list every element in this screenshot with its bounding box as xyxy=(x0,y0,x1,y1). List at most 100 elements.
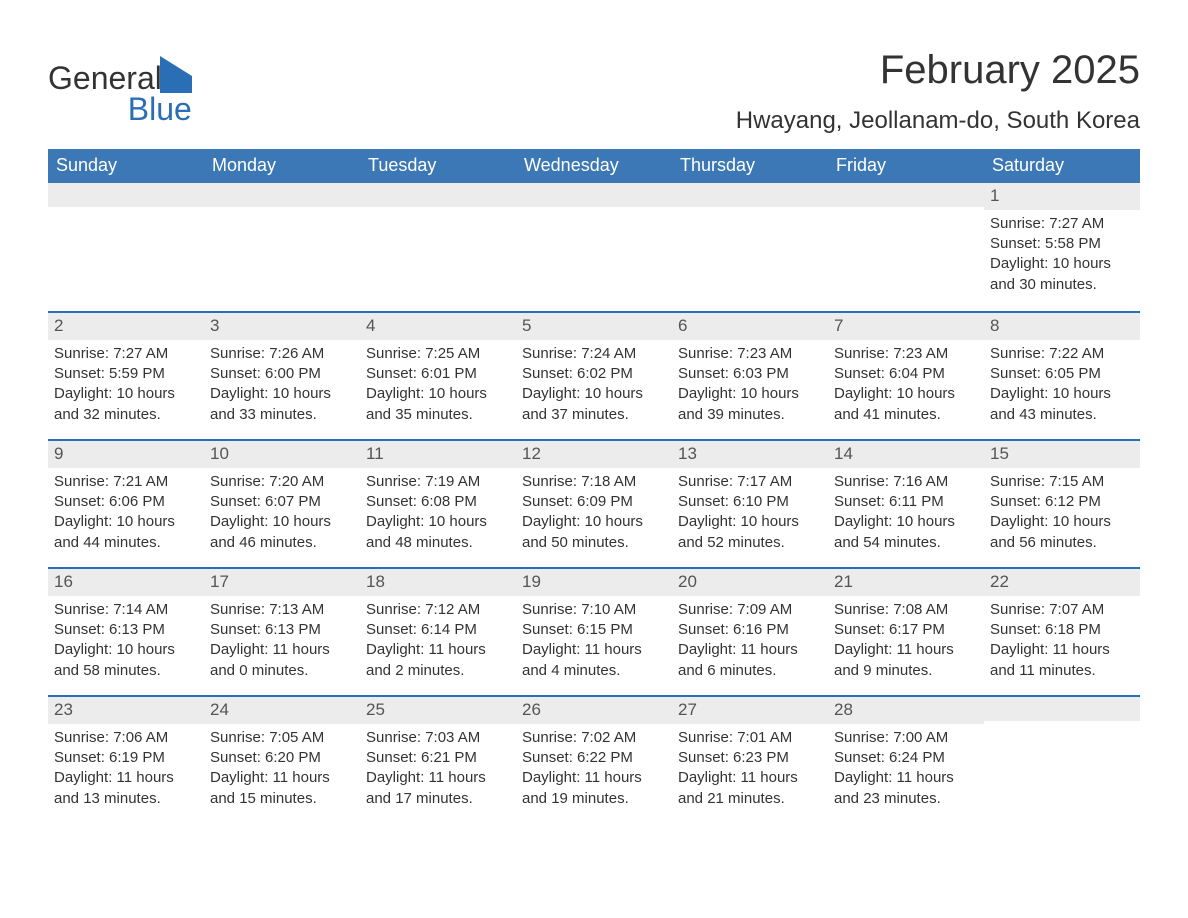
day-cell: 3Sunrise: 7:26 AMSunset: 6:00 PMDaylight… xyxy=(204,313,360,439)
day-body: Sunrise: 7:12 AMSunset: 6:14 PMDaylight:… xyxy=(360,596,516,693)
day-number: 20 xyxy=(672,569,828,596)
sunrise-line: Sunrise: 7:15 AM xyxy=(990,472,1134,492)
daylight-line: Daylight: 11 hours and 23 minutes. xyxy=(834,768,978,809)
day-cell xyxy=(48,183,204,311)
day-number xyxy=(360,183,516,207)
day-body: Sunrise: 7:02 AMSunset: 6:22 PMDaylight:… xyxy=(516,724,672,821)
daylight-line: Daylight: 11 hours and 15 minutes. xyxy=(210,768,354,809)
day-cell: 28Sunrise: 7:00 AMSunset: 6:24 PMDayligh… xyxy=(828,697,984,823)
daylight-line: Daylight: 11 hours and 19 minutes. xyxy=(522,768,666,809)
sunset-line: Sunset: 6:04 PM xyxy=(834,364,978,384)
daylight-line: Daylight: 10 hours and 46 minutes. xyxy=(210,512,354,553)
sunset-line: Sunset: 5:59 PM xyxy=(54,364,198,384)
sunset-line: Sunset: 6:12 PM xyxy=(990,492,1134,512)
day-cell xyxy=(360,183,516,311)
day-body: Sunrise: 7:20 AMSunset: 6:07 PMDaylight:… xyxy=(204,468,360,565)
sunrise-line: Sunrise: 7:03 AM xyxy=(366,728,510,748)
day-cell: 18Sunrise: 7:12 AMSunset: 6:14 PMDayligh… xyxy=(360,569,516,695)
sunset-line: Sunset: 6:00 PM xyxy=(210,364,354,384)
daylight-line: Daylight: 10 hours and 43 minutes. xyxy=(990,384,1134,425)
day-body: Sunrise: 7:19 AMSunset: 6:08 PMDaylight:… xyxy=(360,468,516,565)
day-number xyxy=(828,183,984,207)
daylight-line: Daylight: 10 hours and 56 minutes. xyxy=(990,512,1134,553)
day-cell: 7Sunrise: 7:23 AMSunset: 6:04 PMDaylight… xyxy=(828,313,984,439)
day-body: Sunrise: 7:16 AMSunset: 6:11 PMDaylight:… xyxy=(828,468,984,565)
day-cell: 24Sunrise: 7:05 AMSunset: 6:20 PMDayligh… xyxy=(204,697,360,823)
sunrise-line: Sunrise: 7:25 AM xyxy=(366,344,510,364)
day-number: 27 xyxy=(672,697,828,724)
day-cell: 23Sunrise: 7:06 AMSunset: 6:19 PMDayligh… xyxy=(48,697,204,823)
day-body: Sunrise: 7:03 AMSunset: 6:21 PMDaylight:… xyxy=(360,724,516,821)
day-body: Sunrise: 7:08 AMSunset: 6:17 PMDaylight:… xyxy=(828,596,984,693)
day-body: Sunrise: 7:23 AMSunset: 6:03 PMDaylight:… xyxy=(672,340,828,437)
dow-wednesday: Wednesday xyxy=(516,149,672,182)
day-number: 9 xyxy=(48,441,204,468)
day-body: Sunrise: 7:06 AMSunset: 6:19 PMDaylight:… xyxy=(48,724,204,821)
sunset-line: Sunset: 6:13 PM xyxy=(210,620,354,640)
day-cell: 14Sunrise: 7:16 AMSunset: 6:11 PMDayligh… xyxy=(828,441,984,567)
day-cell xyxy=(672,183,828,311)
day-cell: 2Sunrise: 7:27 AMSunset: 5:59 PMDaylight… xyxy=(48,313,204,439)
dow-saturday: Saturday xyxy=(984,149,1140,182)
sunset-line: Sunset: 6:23 PM xyxy=(678,748,822,768)
daylight-line: Daylight: 10 hours and 54 minutes. xyxy=(834,512,978,553)
day-number xyxy=(204,183,360,207)
sunset-line: Sunset: 6:08 PM xyxy=(366,492,510,512)
sunset-line: Sunset: 6:05 PM xyxy=(990,364,1134,384)
daylight-line: Daylight: 11 hours and 6 minutes. xyxy=(678,640,822,681)
day-number: 26 xyxy=(516,697,672,724)
day-number: 19 xyxy=(516,569,672,596)
sunrise-line: Sunrise: 7:16 AM xyxy=(834,472,978,492)
day-body: Sunrise: 7:10 AMSunset: 6:15 PMDaylight:… xyxy=(516,596,672,693)
day-cell: 17Sunrise: 7:13 AMSunset: 6:13 PMDayligh… xyxy=(204,569,360,695)
daylight-line: Daylight: 10 hours and 33 minutes. xyxy=(210,384,354,425)
day-cell: 21Sunrise: 7:08 AMSunset: 6:17 PMDayligh… xyxy=(828,569,984,695)
day-body: Sunrise: 7:05 AMSunset: 6:20 PMDaylight:… xyxy=(204,724,360,821)
day-body: Sunrise: 7:27 AMSunset: 5:59 PMDaylight:… xyxy=(48,340,204,437)
day-cell: 16Sunrise: 7:14 AMSunset: 6:13 PMDayligh… xyxy=(48,569,204,695)
day-number: 21 xyxy=(828,569,984,596)
day-number: 8 xyxy=(984,313,1140,340)
sunset-line: Sunset: 6:01 PM xyxy=(366,364,510,384)
day-cell: 6Sunrise: 7:23 AMSunset: 6:03 PMDaylight… xyxy=(672,313,828,439)
sunrise-line: Sunrise: 7:08 AM xyxy=(834,600,978,620)
sunrise-line: Sunrise: 7:14 AM xyxy=(54,600,198,620)
weeks-container: 1Sunrise: 7:27 AMSunset: 5:58 PMDaylight… xyxy=(48,183,1140,823)
sunrise-line: Sunrise: 7:22 AM xyxy=(990,344,1134,364)
week-row: 1Sunrise: 7:27 AMSunset: 5:58 PMDaylight… xyxy=(48,183,1140,311)
daylight-line: Daylight: 10 hours and 41 minutes. xyxy=(834,384,978,425)
sunset-line: Sunset: 6:09 PM xyxy=(522,492,666,512)
sunset-line: Sunset: 6:03 PM xyxy=(678,364,822,384)
sunrise-line: Sunrise: 7:10 AM xyxy=(522,600,666,620)
day-number: 18 xyxy=(360,569,516,596)
day-cell: 19Sunrise: 7:10 AMSunset: 6:15 PMDayligh… xyxy=(516,569,672,695)
daylight-line: Daylight: 11 hours and 2 minutes. xyxy=(366,640,510,681)
day-cell xyxy=(828,183,984,311)
day-number: 7 xyxy=(828,313,984,340)
day-body: Sunrise: 7:27 AMSunset: 5:58 PMDaylight:… xyxy=(984,210,1140,307)
day-cell: 4Sunrise: 7:25 AMSunset: 6:01 PMDaylight… xyxy=(360,313,516,439)
dow-monday: Monday xyxy=(204,149,360,182)
day-cell: 12Sunrise: 7:18 AMSunset: 6:09 PMDayligh… xyxy=(516,441,672,567)
sunrise-line: Sunrise: 7:09 AM xyxy=(678,600,822,620)
sunrise-line: Sunrise: 7:27 AM xyxy=(990,214,1134,234)
day-cell: 9Sunrise: 7:21 AMSunset: 6:06 PMDaylight… xyxy=(48,441,204,567)
day-number: 14 xyxy=(828,441,984,468)
day-cell xyxy=(204,183,360,311)
sunset-line: Sunset: 6:22 PM xyxy=(522,748,666,768)
sunrise-line: Sunrise: 7:13 AM xyxy=(210,600,354,620)
day-cell: 8 Sunrise: 7:22 AMSunset: 6:05 PMDaylight… xyxy=(984,313,1140,439)
daylight-line: Daylight: 11 hours and 13 minutes. xyxy=(54,768,198,809)
sunrise-line: Sunrise: 7:20 AM xyxy=(210,472,354,492)
header: General Blue February 2025 Hwayang, Jeol… xyxy=(48,48,1140,135)
sunrise-line: Sunrise: 7:00 AM xyxy=(834,728,978,748)
sunrise-line: Sunrise: 7:05 AM xyxy=(210,728,354,748)
daylight-line: Daylight: 11 hours and 17 minutes. xyxy=(366,768,510,809)
day-number: 17 xyxy=(204,569,360,596)
day-number: 3 xyxy=(204,313,360,340)
daylight-line: Daylight: 11 hours and 9 minutes. xyxy=(834,640,978,681)
day-cell: 26Sunrise: 7:02 AMSunset: 6:22 PMDayligh… xyxy=(516,697,672,823)
day-number: 6 xyxy=(672,313,828,340)
daylight-line: Daylight: 10 hours and 48 minutes. xyxy=(366,512,510,553)
sunset-line: Sunset: 6:15 PM xyxy=(522,620,666,640)
